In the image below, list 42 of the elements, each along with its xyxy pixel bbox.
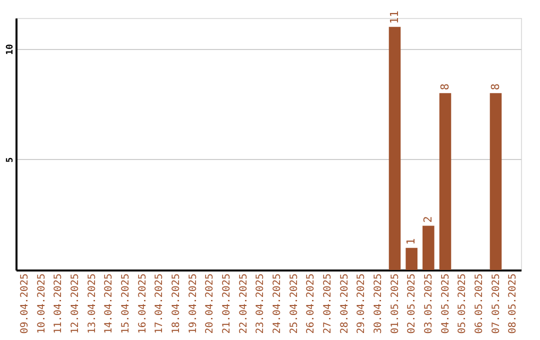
x-tick-label: 09.04.2025 xyxy=(19,274,30,334)
x-tick-label: 16.04.2025 xyxy=(137,274,148,334)
x-tick-label: 07.05.2025 xyxy=(490,274,502,334)
x-tick-label: 26.04.2025 xyxy=(306,274,317,334)
bar xyxy=(422,226,434,270)
x-tick-label: 24.04.2025 xyxy=(272,274,283,334)
data-label: 1 xyxy=(404,238,418,245)
x-tick-label: 02.05.2025 xyxy=(406,274,418,334)
x-tick-label: 28.04.2025 xyxy=(339,274,350,334)
x-tick-label: 29.04.2025 xyxy=(356,274,368,334)
x-tick-label: 21.04.2025 xyxy=(221,274,232,334)
x-tick-label: 05.05.2025 xyxy=(457,274,468,334)
x-tick-label: 04.05.2025 xyxy=(440,274,452,334)
bar xyxy=(439,93,452,270)
x-tick-label: 23.04.2025 xyxy=(255,274,266,334)
data-label: 8 xyxy=(438,84,452,90)
x-tick-label: 03.05.2025 xyxy=(423,274,434,334)
x-tick-label: 10.04.2025 xyxy=(36,274,48,334)
bar xyxy=(388,26,401,270)
x-tick-label: 30.04.2025 xyxy=(372,274,384,334)
x-tick-label: 25.04.2025 xyxy=(288,274,300,334)
x-tick-label: 13.04.2025 xyxy=(86,274,98,334)
x-tick-label: 14.04.2025 xyxy=(104,274,115,334)
x-tick-label: 19.04.2025 xyxy=(188,274,199,334)
x-tick-label: 18.04.2025 xyxy=(170,274,182,334)
x-tick-label: 11.04.2025 xyxy=(53,274,64,334)
x-tick-label: 08.05.2025 xyxy=(508,274,519,334)
bar xyxy=(406,248,418,270)
x-tick-label: 27.04.2025 xyxy=(322,274,334,334)
x-tick-label: 01.05.2025 xyxy=(390,274,401,334)
data-label: 2 xyxy=(421,216,434,223)
y-tick-label: 10 xyxy=(6,44,16,55)
data-label: 11 xyxy=(388,10,401,24)
x-tick-label: 12.04.2025 xyxy=(70,274,81,334)
bar xyxy=(490,93,502,270)
y-tick-label: 5 xyxy=(6,157,16,163)
x-tick-label: 22.04.2025 xyxy=(238,274,250,334)
x-tick-label: 15.04.2025 xyxy=(120,274,132,334)
x-tick-label: 20.04.2025 xyxy=(204,274,216,334)
x-tick-label: 17.04.2025 xyxy=(154,274,166,334)
x-tick-label: 06.05.2025 xyxy=(474,274,485,334)
data-label: 8 xyxy=(488,84,502,90)
